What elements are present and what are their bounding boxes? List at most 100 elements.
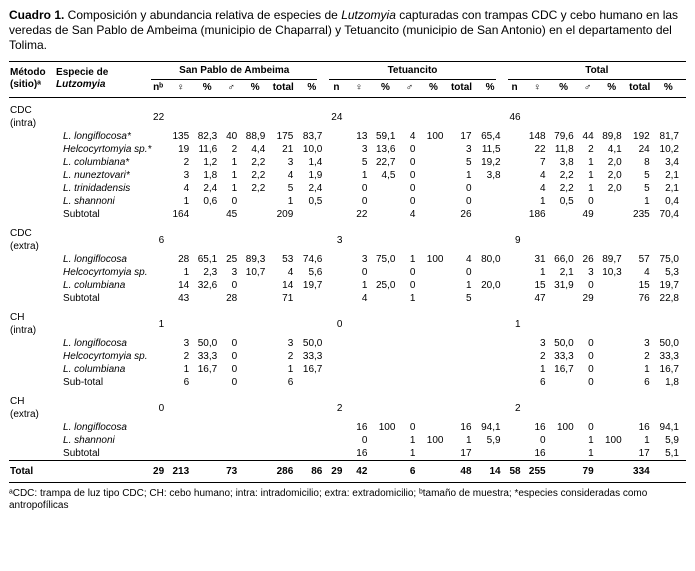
group-label: Tetuancito — [329, 65, 496, 80]
value-cell: 75,0 — [375, 254, 396, 265]
value-cell: 1 — [361, 280, 368, 291]
value-cell — [151, 337, 171, 350]
value-cell — [329, 421, 349, 434]
value-cell: 6 — [644, 377, 650, 388]
value-cell — [508, 208, 528, 221]
value-cell: 11,5 — [481, 144, 501, 155]
sample-size-cell — [422, 221, 450, 253]
value-cell: 16,7 — [302, 364, 323, 375]
value-cell: 50,0 — [302, 338, 323, 349]
value-cell — [171, 434, 196, 447]
col-header-percent: % — [600, 80, 629, 98]
value-cell: 1 — [231, 170, 238, 181]
value-cell — [329, 208, 349, 221]
value-cell: 100 — [426, 435, 444, 446]
method-site-label: CH (extra) — [9, 389, 55, 421]
value-cell: 2,4 — [308, 183, 323, 194]
species-name: L. columbiana* — [63, 157, 130, 168]
value-cell: 1 — [183, 196, 190, 207]
value-cell — [244, 434, 272, 447]
species-name: L. trinidadensis — [63, 183, 131, 194]
value-cell — [196, 208, 224, 221]
value-cell — [553, 447, 581, 461]
value-cell: 100 — [426, 131, 444, 142]
value-cell — [300, 292, 329, 305]
sample-size-cell — [196, 221, 224, 253]
sample-size-cell — [657, 98, 686, 131]
value-cell — [151, 292, 171, 305]
value-cell: 75,0 — [659, 254, 679, 265]
value-cell — [329, 266, 349, 279]
value-cell — [329, 253, 349, 266]
sample-size-cell: 1 — [158, 318, 165, 330]
value-cell — [479, 447, 508, 461]
value-cell — [422, 292, 450, 305]
sample-size-cell: 0 — [336, 318, 343, 330]
species-column-spacer — [55, 389, 151, 421]
species-column-spacer — [55, 98, 151, 131]
value-cell: 16 — [534, 422, 546, 433]
caption-text-after: capturadas con trampas CDC y cebo humano… — [9, 8, 679, 52]
value-cell — [300, 421, 329, 434]
value-cell: 1 — [540, 267, 546, 278]
grand-total-cell: 213 — [171, 460, 197, 483]
value-cell: 11,6 — [198, 144, 218, 155]
value-cell: 2,2 — [251, 183, 266, 194]
value-cell — [244, 363, 272, 376]
value-cell — [402, 363, 422, 376]
method-header-line2: (sitio)ᵃ — [10, 78, 41, 90]
method-name: CDC — [10, 228, 32, 239]
species-name: L. shannoni — [63, 435, 115, 446]
value-cell — [601, 421, 629, 434]
method-column-spacer — [9, 363, 55, 376]
sample-size-cell — [272, 221, 300, 253]
method-name: CDC — [10, 105, 32, 116]
value-cell — [272, 447, 300, 461]
value-cell: 22 — [534, 144, 546, 155]
sample-size-cell — [553, 221, 581, 253]
value-cell: 49 — [582, 209, 594, 220]
value-cell: 3 — [287, 338, 294, 349]
species-row: L. columbiana* 2 1,2 1 2,2 3 1,4 5 22,7 0 5 19,2 7 3,… — [9, 156, 686, 169]
site-name: (extra) — [10, 241, 39, 252]
value-cell: 0 — [409, 157, 416, 168]
grand-total-cell: 48 — [450, 460, 479, 483]
value-cell — [508, 292, 528, 305]
value-cell — [479, 208, 508, 221]
value-cell: 0 — [409, 183, 416, 194]
value-cell — [601, 350, 629, 363]
value-cell: 5 — [287, 183, 294, 194]
value-cell: 4 — [540, 183, 546, 194]
value-cell — [151, 195, 171, 208]
sample-size-cell — [300, 305, 329, 337]
value-cell — [151, 350, 171, 363]
species-row: L. columbiana 14 32,6 0 14 19,7 1 25,0 0 1 20,0 15 3… — [9, 279, 686, 292]
value-cell: 74,6 — [302, 254, 323, 265]
sample-size-cell — [374, 221, 402, 253]
value-cell: 6 — [540, 377, 546, 388]
value-cell: 2 — [231, 144, 238, 155]
col-header-n: nᵇ — [151, 80, 172, 98]
value-cell: 0 — [588, 280, 594, 291]
species-row: L. trinidadensis 4 2,4 1 2,2 5 2,4 0 0 0 4 2,2 1 2,0 5… — [9, 182, 686, 195]
value-cell: 14 — [178, 280, 190, 291]
value-cell: 2,0 — [607, 157, 622, 168]
value-cell: 3 — [361, 144, 368, 155]
sample-size-cell: 1 — [515, 318, 521, 330]
value-cell — [171, 447, 196, 461]
value-cell: 0 — [588, 196, 594, 207]
value-cell — [479, 195, 508, 208]
species-name: L. columbiana — [63, 364, 126, 375]
value-cell: 5 — [465, 293, 472, 304]
value-cell: 0 — [361, 435, 368, 446]
value-cell: 0 — [588, 351, 594, 362]
value-cell: 1 — [465, 435, 472, 446]
method-column-spacer — [9, 195, 55, 208]
sample-size-cell — [244, 221, 272, 253]
value-cell — [272, 434, 300, 447]
sample-size-cell — [244, 305, 272, 337]
method-section-row: CDC (intra) 22 24 46 — [9, 98, 686, 131]
site-name: (intra) — [10, 118, 37, 129]
grand-total-cell — [600, 460, 629, 483]
value-cell: 0 — [465, 267, 472, 278]
